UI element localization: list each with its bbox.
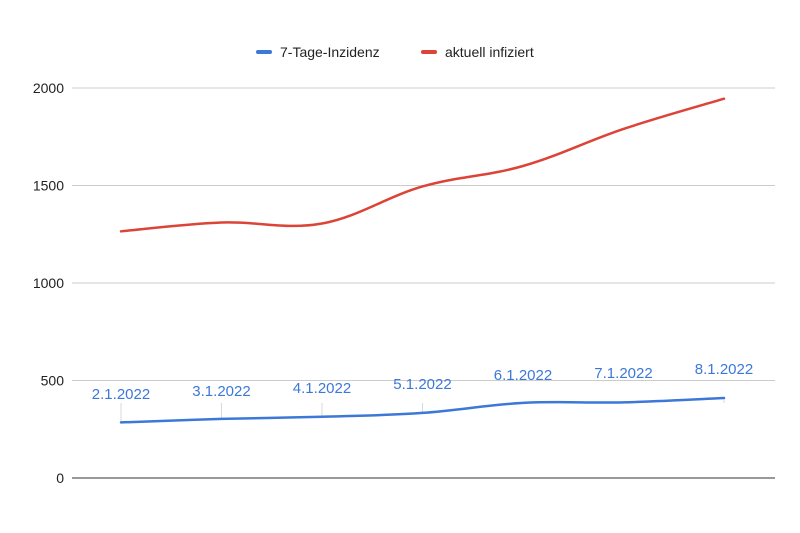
series-lines: [119, 97, 726, 424]
y-tick-label: 1000: [33, 275, 64, 291]
y-tick-label: 500: [41, 373, 65, 389]
category-labels: 2.1.2022 3.1.2022 4.1.2022 5.1.2022 6.1.2022…: [92, 361, 753, 403]
x-category-label: 6.1.2022: [494, 367, 552, 384]
x-category-label: 8.1.2022: [695, 361, 753, 378]
y-tick-label: 0: [56, 470, 64, 486]
x-category-label: 5.1.2022: [393, 376, 451, 393]
y-tick-label: 2000: [33, 80, 64, 96]
legend-swatch: [421, 50, 437, 54]
legend: 7-Tage-Inzidenz aktuell infiziert: [256, 44, 534, 60]
legend-swatch: [256, 50, 272, 54]
x-category-label: 4.1.2022: [293, 380, 351, 397]
x-category-label: 3.1.2022: [192, 383, 250, 400]
y-axis-ticks: 0 500 1000 1500 2000: [33, 80, 64, 486]
series-line-infiziert: [119, 97, 726, 233]
x-category-label: 7.1.2022: [594, 365, 652, 382]
x-category-label: 2.1.2022: [92, 386, 150, 403]
legend-label: 7-Tage-Inzidenz: [280, 44, 380, 60]
gridlines: [72, 87, 775, 479]
y-tick-label: 1500: [33, 178, 64, 194]
series-line-inzidenz: [119, 396, 726, 424]
legend-label: aktuell infiziert: [445, 44, 534, 60]
